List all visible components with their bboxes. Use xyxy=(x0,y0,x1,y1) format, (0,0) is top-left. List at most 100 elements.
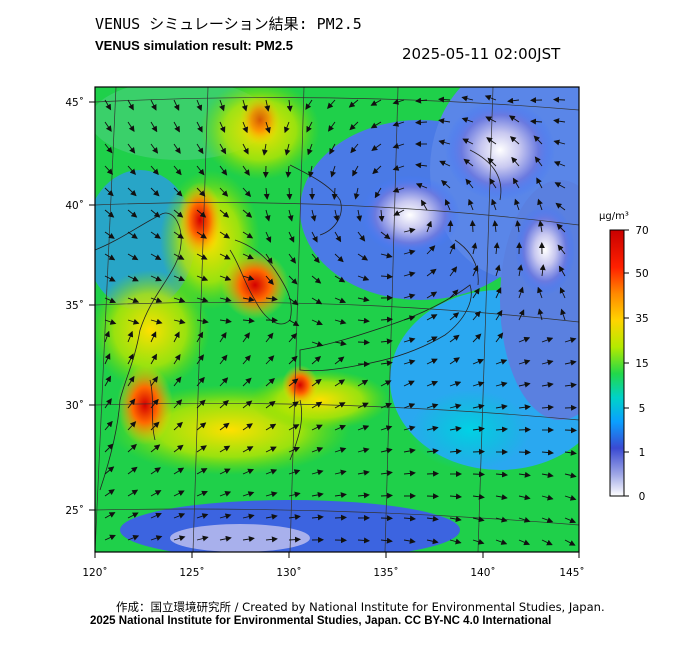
wind-arrow xyxy=(378,209,385,222)
wind-arrow xyxy=(173,253,185,260)
wind-arrow xyxy=(311,401,323,409)
lon-tick-label: 135˚ xyxy=(373,567,398,579)
wind-arrow xyxy=(265,332,274,343)
wind-arrow xyxy=(127,421,137,431)
wind-arrow xyxy=(288,424,300,431)
wind-arrow xyxy=(518,381,531,388)
wind-arrow xyxy=(264,99,271,112)
wind-arrow xyxy=(392,121,405,127)
wind-arrow xyxy=(173,490,185,497)
wind-arrow xyxy=(518,539,531,546)
wind-arrow xyxy=(449,493,462,500)
wind-arrow xyxy=(288,275,298,285)
wind-arrow xyxy=(241,99,248,112)
wind-arrow xyxy=(380,447,393,454)
wind-arrow xyxy=(311,447,324,453)
wind-arrow xyxy=(196,121,203,133)
wind-arrow xyxy=(219,445,231,453)
lon-tick-label: 130˚ xyxy=(276,567,301,579)
lat-tick-label: 30˚ xyxy=(65,400,84,412)
wind-arrow xyxy=(518,359,531,366)
wind-arrow xyxy=(426,403,439,409)
wind-arrow xyxy=(537,286,543,299)
wind-arrow xyxy=(219,99,225,112)
wind-arrow xyxy=(415,119,428,126)
wind-arrow xyxy=(219,275,232,281)
colorbar-label: 1 xyxy=(639,447,646,459)
wind-arrow xyxy=(173,297,186,303)
wind-arrow xyxy=(495,381,508,388)
title-japanese: VENUS シミュレーション結果: PM2.5 xyxy=(95,15,362,33)
wind-arrow xyxy=(553,118,566,125)
wind-arrow xyxy=(560,308,566,321)
wind-arrow xyxy=(173,331,180,343)
wind-arrow xyxy=(449,403,462,410)
wind-arrow xyxy=(492,220,499,233)
wind-arrow xyxy=(403,380,415,387)
wind-arrow xyxy=(196,318,209,325)
wind-arrow xyxy=(553,96,566,103)
wind-arrow xyxy=(127,318,140,325)
wind-arrow xyxy=(219,377,229,387)
wind-arrow xyxy=(495,471,508,478)
wind-arrow xyxy=(242,296,255,303)
wind-arrow xyxy=(530,118,543,125)
wind-arrow xyxy=(288,297,299,306)
wind-arrow xyxy=(426,448,439,455)
wind-arrow xyxy=(348,99,359,108)
wind-arrow xyxy=(104,319,117,325)
wind-arrow xyxy=(517,264,524,277)
wind-arrow xyxy=(330,165,336,178)
wind-arrow xyxy=(263,187,270,200)
colorbar-label: 0 xyxy=(639,491,646,503)
wind-arrow xyxy=(104,297,117,304)
wind-arrow xyxy=(554,182,566,189)
wind-arrow xyxy=(559,287,566,299)
wind-arrow xyxy=(265,513,278,520)
wind-arrow xyxy=(426,268,437,277)
wind-arrow xyxy=(173,421,183,431)
wind-arrow xyxy=(242,165,250,176)
wind-arrow xyxy=(426,336,438,343)
wind-arrow xyxy=(150,187,160,197)
wind-arrow xyxy=(426,470,439,477)
wind-arrow xyxy=(472,493,485,500)
wind-arrow xyxy=(127,443,137,453)
wind-arrow xyxy=(472,333,482,343)
wind-arrow xyxy=(104,99,112,111)
wind-arrow xyxy=(127,143,136,154)
wind-arrow xyxy=(371,143,382,151)
wind-arrow xyxy=(415,182,428,189)
wind-arrow xyxy=(449,266,458,277)
wind-arrow xyxy=(196,296,209,303)
wind-arrow xyxy=(242,536,255,543)
wind-arrow xyxy=(334,340,347,347)
wind-arrow xyxy=(104,231,115,239)
wind-arrow xyxy=(403,447,416,454)
wind-arrow xyxy=(449,425,462,432)
wind-arrow xyxy=(104,420,113,431)
wind-arrow xyxy=(104,143,113,154)
wind-arrow xyxy=(472,448,485,455)
wind-arrow xyxy=(150,121,158,133)
lat-tick-label: 25˚ xyxy=(65,505,84,517)
wind-arrow xyxy=(334,253,344,263)
wind-arrow xyxy=(564,539,576,546)
wind-arrow xyxy=(284,121,290,134)
wind-arrow xyxy=(334,514,347,521)
wind-arrow xyxy=(150,297,163,303)
wind-arrow xyxy=(173,165,182,176)
wind-arrow xyxy=(472,538,485,545)
wind-arrow xyxy=(380,537,393,544)
wind-arrow xyxy=(196,253,208,260)
wind-arrow xyxy=(242,253,254,260)
wind-arrow xyxy=(334,492,347,499)
wind-arrow xyxy=(242,377,252,387)
wind-arrow xyxy=(219,468,231,475)
wind-arrow xyxy=(491,198,497,211)
wind-arrow xyxy=(150,398,159,409)
wind-arrow xyxy=(196,468,208,475)
title-english: VENUS simulation result: PM2.5 xyxy=(95,38,293,53)
wind-arrow xyxy=(461,117,474,123)
wind-arrow xyxy=(518,426,531,433)
